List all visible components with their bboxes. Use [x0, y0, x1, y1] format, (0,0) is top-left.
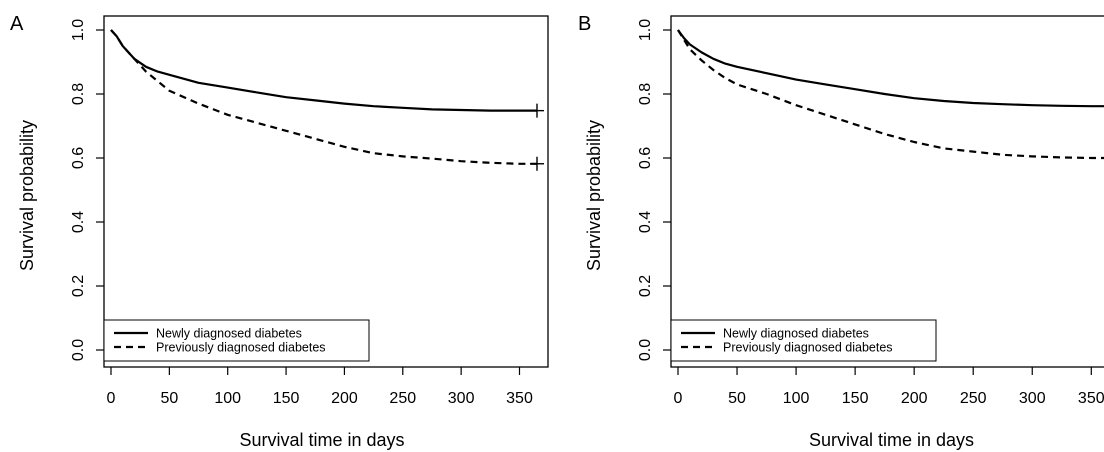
y-tick-label: 0.6 — [637, 147, 654, 169]
x-tick-label: 50 — [160, 390, 178, 407]
x-tick-label: 100 — [783, 390, 810, 407]
x-tick-label: 50 — [728, 390, 746, 407]
legend-entry: Previously diagnosed diabetes — [156, 341, 326, 355]
x-tick-label: 100 — [214, 390, 241, 407]
x-tick-label: 250 — [389, 390, 416, 407]
y-tick-label: 0.2 — [70, 275, 87, 297]
x-tick-label: 350 — [506, 390, 533, 407]
series-line-previously — [110, 29, 537, 165]
x-tick-label: 300 — [1019, 390, 1046, 407]
plot-frame — [670, 15, 1104, 368]
y-tick-label: 0.0 — [637, 339, 654, 361]
legend-box — [670, 319, 937, 362]
x-tick-label: 150 — [842, 390, 869, 407]
y-tick-label: 1.0 — [70, 19, 87, 41]
x-axis-label: Survival time in days — [809, 430, 974, 450]
y-tick-label: 0.4 — [70, 211, 87, 233]
x-tick-label: 200 — [331, 390, 358, 407]
y-tick-label: 1.0 — [637, 19, 654, 41]
y-tick-label: 0.0 — [70, 339, 87, 361]
x-tick-label: 250 — [960, 390, 987, 407]
x-tick-label: 350 — [1078, 390, 1104, 407]
panel-label: B — [578, 13, 591, 35]
panel-label: A — [10, 13, 24, 35]
x-tick-label: 0 — [674, 390, 683, 407]
series-line-newly — [110, 29, 537, 112]
series-line-newly — [677, 29, 1104, 108]
y-tick-label: 0.6 — [70, 147, 87, 169]
legend-entry: Newly diagnosed diabetes — [723, 327, 869, 341]
series-line-previously — [677, 29, 1104, 160]
y-tick-label: 0.4 — [637, 211, 654, 233]
plot-frame — [103, 15, 549, 368]
y-tick-label: 0.8 — [70, 83, 87, 105]
x-axis-label: Survival time in days — [239, 430, 404, 450]
legend-entry: Newly diagnosed diabetes — [156, 327, 302, 341]
legend-entry: Previously diagnosed diabetes — [723, 341, 893, 355]
y-axis-label: Survival probability — [584, 120, 604, 271]
y-tick-label: 0.8 — [637, 83, 654, 105]
y-tick-label: 0.2 — [637, 275, 654, 297]
legend-box — [103, 319, 370, 362]
x-tick-label: 150 — [273, 390, 300, 407]
chart-panel-a: A 0 50 100 150 200 250 300 350 0.0 0.2 0.4 0.6 0.8 1.0… — [10, 13, 549, 450]
chart-panel-b: B 0 50 100 150 200 250 300 350 0.0 0.2 0.4 0.6 0.8 1.0… — [578, 13, 1104, 450]
x-tick-label: 200 — [901, 390, 928, 407]
x-tick-label: 0 — [107, 390, 116, 407]
y-axis-label: Survival probability — [17, 120, 37, 271]
x-tick-label: 300 — [448, 390, 475, 407]
